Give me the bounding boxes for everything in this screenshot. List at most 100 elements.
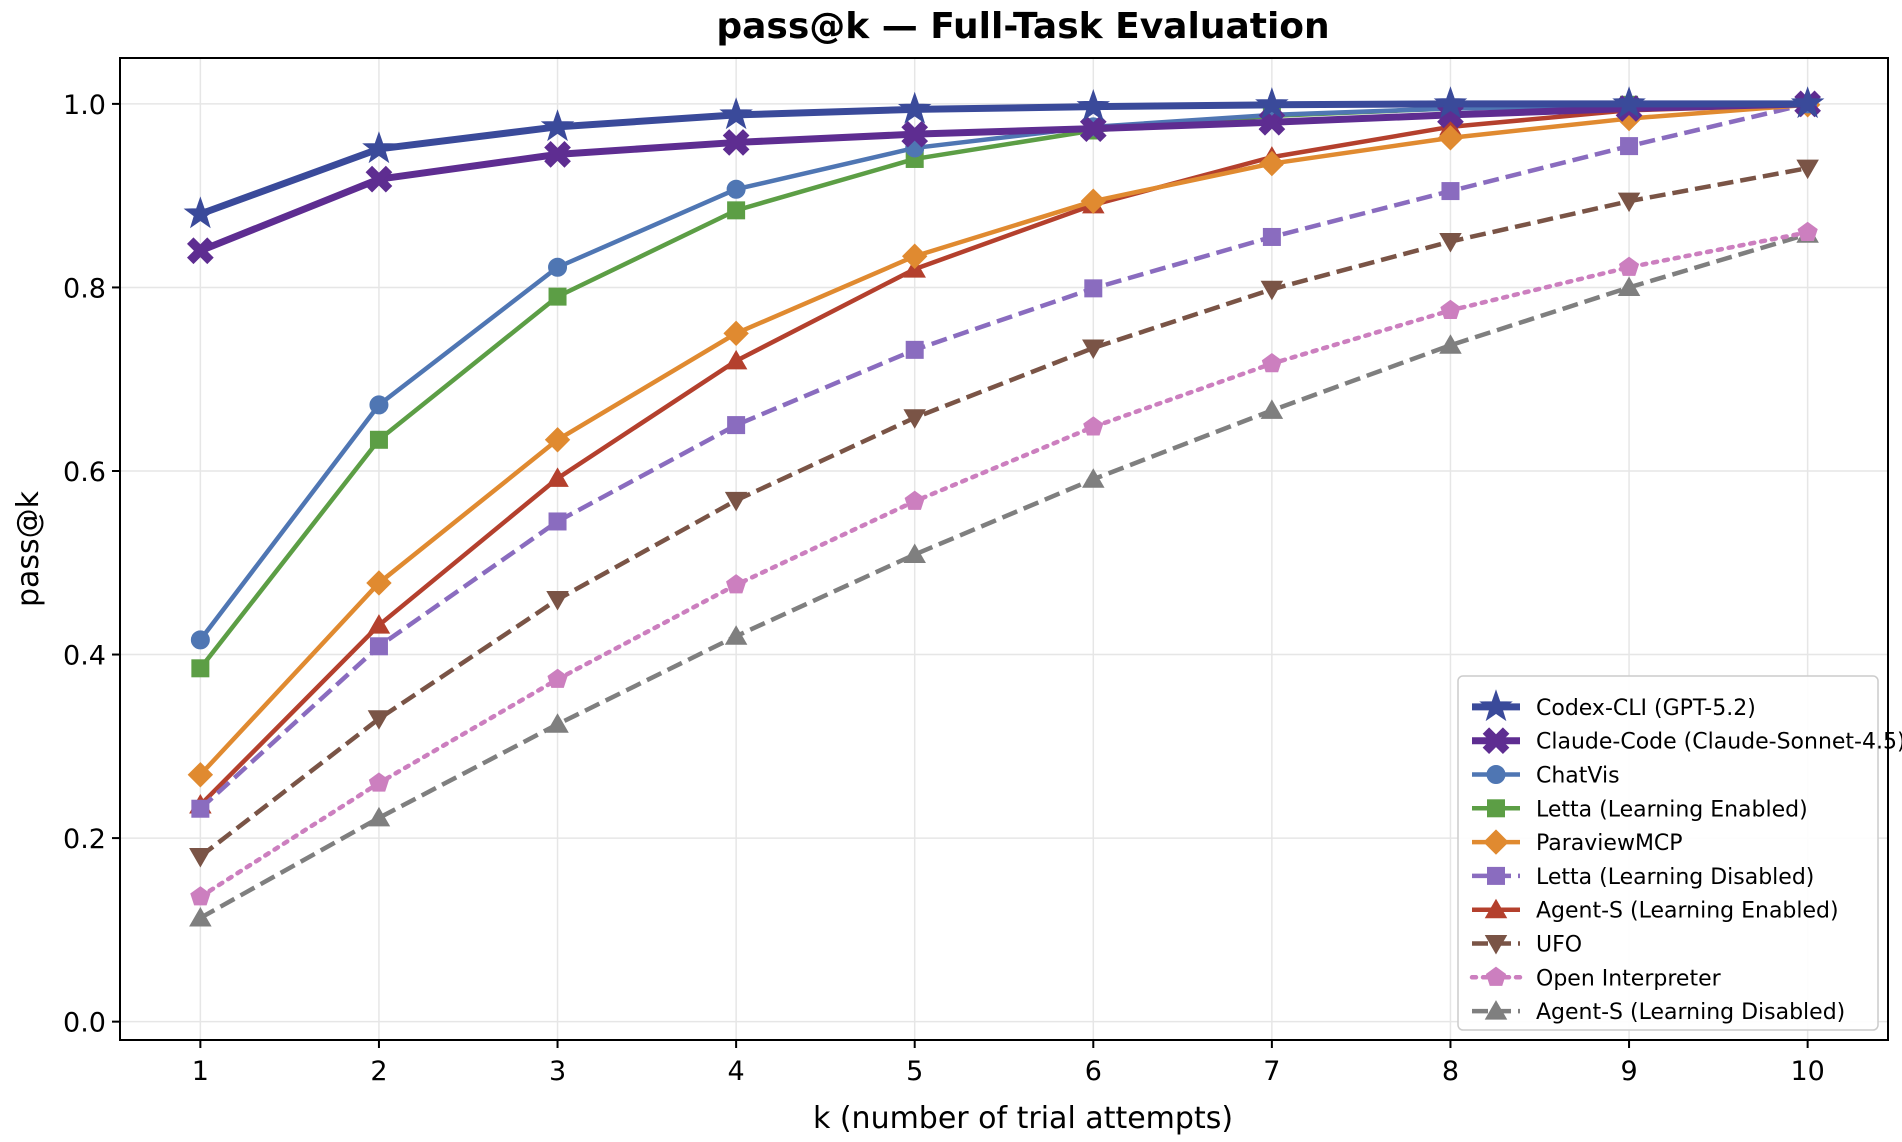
- data-point-open-interpreter: [904, 490, 925, 510]
- series-line-ufo: [198, 165, 1809, 859]
- data-point-codex-cli-gpt-5-2: [897, 91, 932, 124]
- data-point-paraviewmcp: [1437, 125, 1464, 151]
- y-tick-label: 0.2: [63, 824, 106, 855]
- data-point-open-interpreter: [547, 668, 568, 688]
- data-point-codex-cli-gpt-5-2: [1255, 87, 1289, 120]
- series-line-open-interpreter: [198, 230, 1810, 900]
- data-point-agent-s-learning-disabled: [724, 625, 748, 645]
- data-point-ufo: [1439, 233, 1462, 253]
- legend-item-claude-code-claude-sonnet-4-5: Claude-Code (Claude-Sonnet-4.5): [1472, 727, 1902, 755]
- legend-item-paraviewmcp: ParaviewMCP: [1472, 829, 1683, 856]
- data-point-letta-learning-disabled: [905, 340, 924, 359]
- data-point-agent-s-learning-enabled: [546, 467, 569, 487]
- y-tick-label: 0.8: [63, 273, 106, 304]
- data-point-agent-s-learning-disabled: [1439, 334, 1462, 354]
- data-point-codex-cli-gpt-5-2: [1433, 86, 1468, 119]
- data-point-open-interpreter: [190, 886, 211, 906]
- data-point-ufo: [1617, 192, 1641, 213]
- data-point-ufo: [189, 847, 212, 868]
- series-line-claude-code-claude-sonnet-4-5: [199, 100, 1808, 254]
- legend-marker: [1486, 765, 1506, 784]
- legend-item-open-interpreter: Open Interpreter: [1469, 966, 1722, 991]
- x-tick-label: 10: [1790, 1056, 1824, 1087]
- data-point-agent-s-learning-disabled: [189, 906, 212, 927]
- legend-item-letta-learning-disabled: Letta (Learning Disabled): [1472, 865, 1814, 890]
- x-tick-label: 9: [1620, 1056, 1637, 1087]
- data-point-letta-learning-disabled: [727, 416, 746, 435]
- x-axis-label: k (number of trial attempts): [813, 1101, 1233, 1136]
- data-point-claude-code-claude-sonnet-4-5: [365, 165, 393, 193]
- data-point-claude-code-claude-sonnet-4-5: [187, 237, 214, 265]
- series-line-codex-cli-gpt-5-2: [199, 100, 1808, 218]
- legend-item-ufo: UFO: [1472, 933, 1582, 958]
- data-point-ufo: [367, 710, 391, 730]
- legend-marker: [1479, 689, 1513, 722]
- series-agent-s-learning-disabled: [189, 223, 1819, 927]
- data-point-paraviewmcp: [723, 320, 749, 347]
- x-tick-label: 3: [549, 1056, 566, 1087]
- data-point-codex-cli-gpt-5-2: [1076, 89, 1111, 121]
- legend-label: Claude-Code (Claude-Sonnet-4.5): [1536, 730, 1902, 755]
- legend-label: Agent-S (Learning Enabled): [1536, 899, 1839, 924]
- data-point-open-interpreter: [1261, 352, 1282, 373]
- data-point-claude-code-claude-sonnet-4-5: [544, 141, 571, 168]
- y-tick-label: 0.0: [63, 1008, 106, 1039]
- data-point-agent-s-learning-disabled: [1260, 399, 1284, 419]
- data-point-agent-s-learning-disabled: [546, 713, 569, 733]
- data-point-open-interpreter: [1440, 299, 1461, 319]
- data-point-letta-learning-disabled: [1084, 279, 1103, 298]
- legend: Codex-CLI (GPT-5.2) Claude-Code (Claude-S…: [1457, 675, 1902, 1031]
- data-point-codex-cli-gpt-5-2: [362, 131, 396, 164]
- data-point-chatvis: [369, 395, 389, 415]
- legend-item-chatvis: ChatVis: [1472, 764, 1620, 789]
- data-point-ufo: [546, 590, 569, 611]
- series-line-paraviewmcp: [198, 102, 1808, 777]
- legend-box: [1457, 675, 1879, 1031]
- data-point-letta-learning-enabled: [727, 201, 746, 220]
- legend-label: Letta (Learning Enabled): [1536, 797, 1808, 822]
- data-point-paraviewmcp: [1259, 150, 1285, 177]
- legend-item-codex-cli-gpt-5-2: Codex-CLI (GPT-5.2): [1472, 689, 1756, 722]
- data-point-open-interpreter: [1797, 221, 1818, 241]
- legend-marker: [1483, 829, 1509, 855]
- data-point-chatvis: [548, 257, 568, 277]
- data-point-letta-learning-enabled: [548, 287, 567, 306]
- legend-marker: [1484, 935, 1508, 955]
- data-point-codex-cli-gpt-5-2: [1790, 86, 1825, 119]
- data-point-codex-cli-gpt-5-2: [719, 97, 753, 130]
- data-point-ufo: [1796, 159, 1819, 180]
- data-point-claude-code-claude-sonnet-4-5: [1079, 115, 1107, 143]
- legend-marker: [1484, 1000, 1508, 1020]
- data-point-agent-s-learning-disabled: [1082, 468, 1105, 488]
- legend-marker: [1487, 799, 1505, 818]
- x-tick-label: 7: [1263, 1056, 1280, 1087]
- data-point-codex-cli-gpt-5-2: [183, 196, 218, 229]
- data-point-codex-cli-gpt-5-2: [1612, 86, 1646, 119]
- series-ufo: [189, 159, 1819, 868]
- data-point-agent-s-learning-disabled: [903, 543, 926, 564]
- data-point-chatvis: [190, 630, 210, 650]
- legend-marker: [1487, 866, 1505, 885]
- data-point-paraviewmcp: [902, 243, 928, 269]
- x-tick-label: 6: [1085, 1056, 1102, 1087]
- data-point-letta-learning-disabled: [191, 799, 210, 818]
- y-axis-label: pass@k: [11, 490, 46, 607]
- data-point-chatvis: [726, 179, 746, 199]
- x-tick-label: 1: [192, 1056, 209, 1087]
- chart-title: pass@k — Full-Task Evaluation: [716, 6, 1329, 47]
- data-point-open-interpreter: [726, 574, 747, 594]
- data-point-letta-learning-disabled: [1441, 182, 1460, 201]
- series-line-chatvis: [198, 101, 1808, 642]
- legend-item-agent-s-learning-enabled: Agent-S (Learning Enabled): [1472, 898, 1839, 924]
- y-tick-label: 1.0: [63, 90, 106, 121]
- y-tick-label: 0.4: [63, 641, 106, 672]
- plot-frame: [119, 57, 1889, 1041]
- x-axis: 1 2 3 4 5 6 7 8 9 10: [192, 1040, 1825, 1087]
- x-tick-label: 8: [1442, 1056, 1459, 1087]
- series-line-agent-s-learning-disabled: [199, 232, 1809, 920]
- legend-label: Agent-S (Learning Disabled): [1536, 1000, 1845, 1025]
- legend-label: ParaviewMCP: [1536, 831, 1683, 856]
- data-point-agent-s-learning-disabled: [367, 806, 391, 827]
- series-letta-learning-enabled: [191, 94, 1817, 678]
